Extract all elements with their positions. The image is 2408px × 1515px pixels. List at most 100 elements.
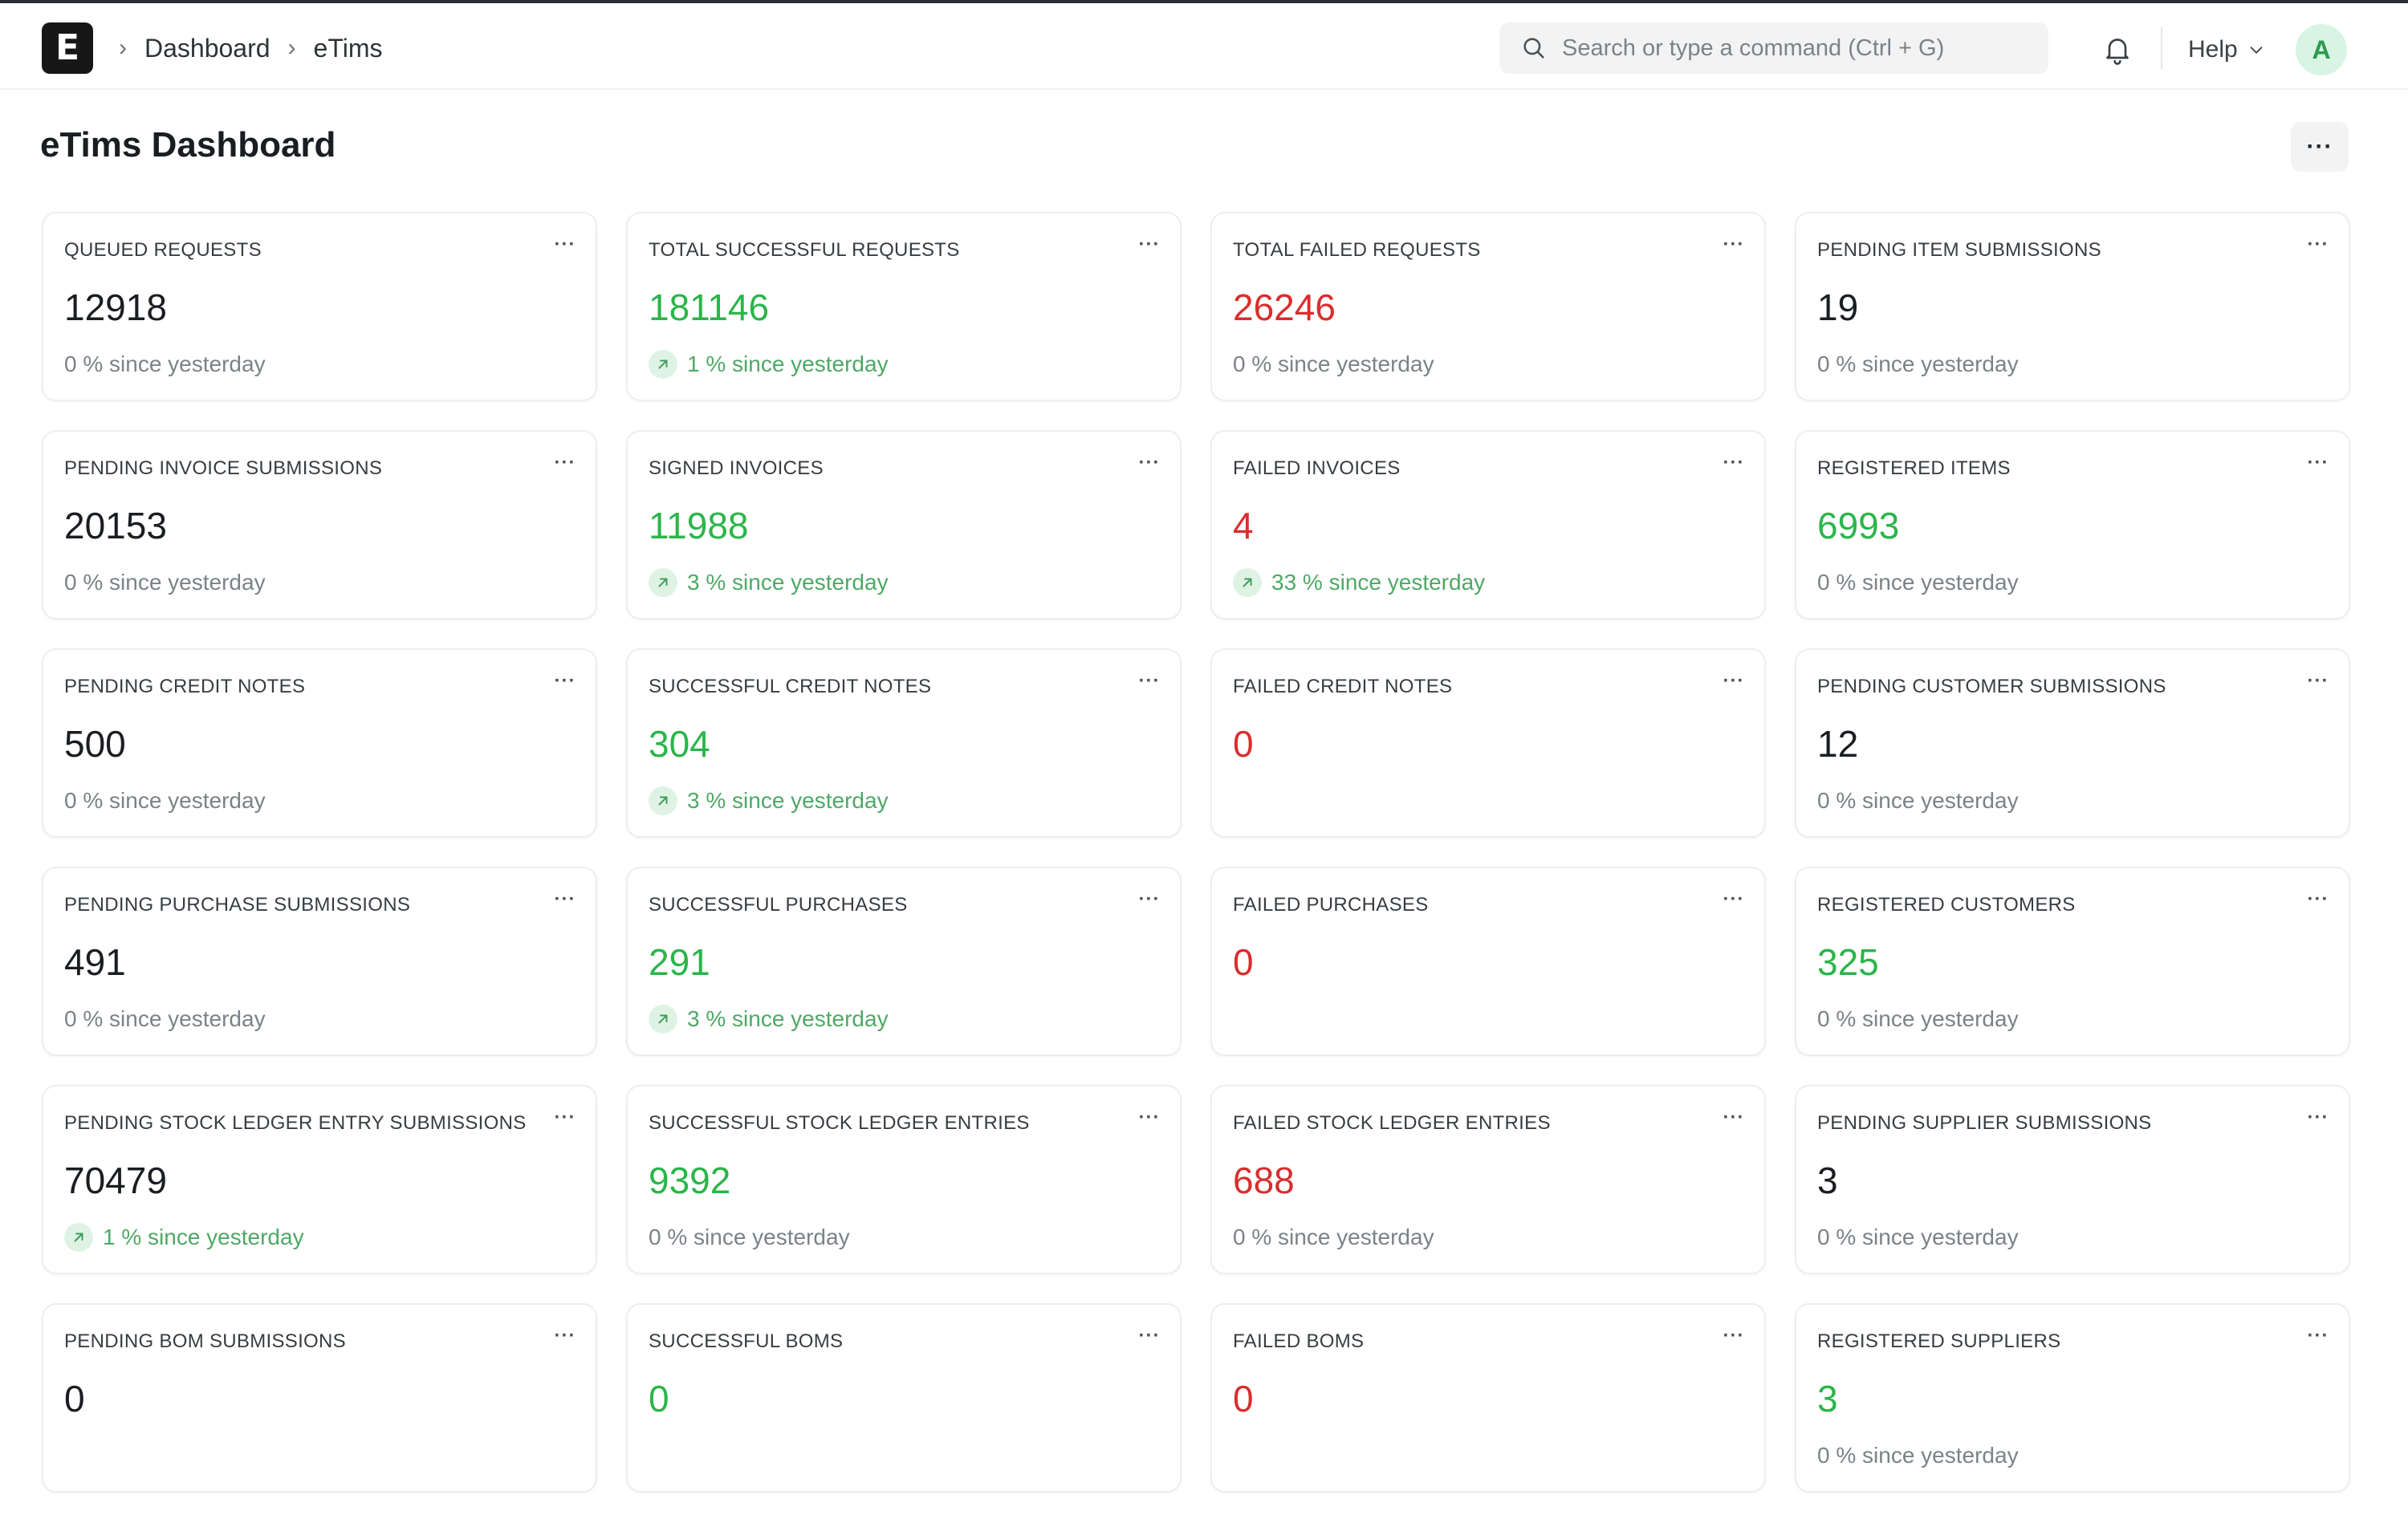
arrow-up-right-icon xyxy=(64,1223,93,1252)
breadcrumb-dashboard[interactable]: Dashboard xyxy=(144,33,270,63)
card-value: 325 xyxy=(1817,941,1879,983)
card-title: TOTAL SUCCESSFUL REQUESTS xyxy=(649,239,960,261)
card-stat: 0 % since yesterday xyxy=(64,786,266,815)
card-value: 181146 xyxy=(649,286,770,328)
more-horizontal-icon[interactable]: ··· xyxy=(1138,1107,1161,1128)
number-card[interactable]: SUCCESSFUL BOMS ··· 0 xyxy=(626,1303,1182,1493)
avatar[interactable]: A xyxy=(2296,24,2347,75)
number-card[interactable]: REGISTERED SUPPLIERS ··· 3 0 % since yester… xyxy=(1795,1303,2350,1493)
number-card[interactable]: TOTAL FAILED REQUESTS ··· 26246 0 % since y… xyxy=(1210,212,1766,401)
number-card[interactable]: SIGNED INVOICES ··· 11988 3 % since yesterd… xyxy=(626,430,1182,619)
arrow-up-right-icon xyxy=(1233,568,1262,597)
more-horizontal-icon[interactable]: ··· xyxy=(554,670,576,692)
bell-icon[interactable] xyxy=(2101,34,2133,66)
card-stat-text: 0 % since yesterday xyxy=(64,351,266,376)
card-stat: 0 % since yesterday xyxy=(64,1005,266,1034)
number-card[interactable]: TOTAL SUCCESSFUL REQUESTS ··· 181146 1 % si… xyxy=(626,212,1182,401)
more-horizontal-icon[interactable]: ··· xyxy=(1138,1325,1161,1346)
more-horizontal-icon[interactable]: ··· xyxy=(1723,888,1745,910)
card-stat: 1 % since yesterday xyxy=(64,1223,304,1252)
card-stat: 0 % since yesterday xyxy=(1233,350,1434,379)
card-stat: 1 % since yesterday xyxy=(649,350,889,379)
more-horizontal-icon[interactable]: ··· xyxy=(2307,452,2329,473)
card-value: 0 xyxy=(1233,941,1254,983)
top-accent-line xyxy=(0,0,2408,3)
card-title: SUCCESSFUL STOCK LEDGER ENTRIES xyxy=(649,1112,1030,1134)
number-card[interactable]: PENDING BOM SUBMISSIONS ··· 0 xyxy=(42,1303,597,1493)
more-horizontal-icon[interactable]: ··· xyxy=(1723,452,1745,473)
card-stat: 0 % since yesterday xyxy=(1817,1441,2019,1470)
card-title: FAILED PURCHASES xyxy=(1233,894,1429,916)
more-horizontal-icon[interactable]: ··· xyxy=(1138,670,1161,692)
number-card[interactable]: FAILED PURCHASES ··· 0 xyxy=(1210,867,1766,1056)
card-stat-text: 0 % since yesterday xyxy=(649,1225,850,1249)
card-title: PENDING INVOICE SUBMISSIONS xyxy=(64,457,383,479)
number-card[interactable]: PENDING CUSTOMER SUBMISSIONS ··· 12 0 % sin… xyxy=(1795,648,2350,838)
card-title: SUCCESSFUL CREDIT NOTES xyxy=(649,676,932,697)
card-stat-text: 3 % since yesterday xyxy=(687,570,889,595)
card-stat: 0 % since yesterday xyxy=(1817,786,2019,815)
card-title: QUEUED REQUESTS xyxy=(64,239,262,261)
number-card[interactable]: FAILED BOMS ··· 0 xyxy=(1210,1303,1766,1493)
number-card[interactable]: SUCCESSFUL CREDIT NOTES ··· 304 3 % since y… xyxy=(626,648,1182,838)
more-horizontal-icon[interactable]: ··· xyxy=(2307,888,2329,910)
more-horizontal-icon[interactable]: ··· xyxy=(2307,1325,2329,1346)
number-card[interactable]: QUEUED REQUESTS ··· 12918 0 % since yesterd… xyxy=(42,212,597,401)
number-card[interactable]: FAILED CREDIT NOTES ··· 0 xyxy=(1210,648,1766,838)
card-stat-text: 0 % since yesterday xyxy=(1817,1443,2019,1468)
app-logo[interactable]: E xyxy=(42,22,93,74)
more-horizontal-icon[interactable]: ··· xyxy=(1723,1107,1745,1128)
more-horizontal-icon[interactable]: ··· xyxy=(1138,452,1161,473)
number-card[interactable]: SUCCESSFUL PURCHASES ··· 291 3 % since yest… xyxy=(626,867,1182,1056)
number-card[interactable]: PENDING INVOICE SUBMISSIONS ··· 20153 0 % s… xyxy=(42,430,597,619)
card-value: 0 xyxy=(64,1378,85,1420)
card-stat: 3 % since yesterday xyxy=(649,1005,889,1034)
search-icon xyxy=(1523,38,1544,59)
more-horizontal-icon[interactable]: ··· xyxy=(1723,1325,1745,1346)
more-horizontal-icon[interactable]: ··· xyxy=(2307,670,2329,692)
number-card[interactable]: SUCCESSFUL STOCK LEDGER ENTRIES ··· 9392 0 … xyxy=(626,1085,1182,1274)
card-value: 0 xyxy=(1233,723,1254,765)
number-card[interactable]: PENDING CREDIT NOTES ··· 500 0 % since yest… xyxy=(42,648,597,838)
breadcrumb-etims[interactable]: eTims xyxy=(313,33,383,63)
card-title: PENDING STOCK LEDGER ENTRY SUBMISSIONS xyxy=(64,1112,527,1134)
card-stat-text: 0 % since yesterday xyxy=(64,788,266,813)
number-card[interactable]: PENDING SUPPLIER SUBMISSIONS ··· 3 0 % sinc… xyxy=(1795,1085,2350,1274)
card-stat-text: 3 % since yesterday xyxy=(687,788,889,813)
more-horizontal-icon[interactable]: ··· xyxy=(1723,234,1745,255)
more-horizontal-icon[interactable]: ··· xyxy=(554,1325,576,1346)
card-value: 3 xyxy=(1817,1378,1838,1420)
card-value: 70479 xyxy=(64,1160,167,1201)
search-bar[interactable] xyxy=(1499,22,2048,74)
more-horizontal-icon[interactable]: ··· xyxy=(2307,234,2329,255)
card-value: 304 xyxy=(649,723,710,765)
more-horizontal-icon[interactable]: ··· xyxy=(1723,670,1745,692)
card-stat: 0 % since yesterday xyxy=(1817,568,2019,597)
number-card[interactable]: FAILED INVOICES ··· 4 33 % since yesterday xyxy=(1210,430,1766,619)
card-stat: 0 % since yesterday xyxy=(1817,1005,2019,1034)
card-title: FAILED STOCK LEDGER ENTRIES xyxy=(1233,1112,1551,1134)
card-value: 291 xyxy=(649,941,710,983)
search-input[interactable] xyxy=(1562,35,2044,62)
more-horizontal-icon[interactable]: ··· xyxy=(554,888,576,910)
number-card[interactable]: PENDING PURCHASE SUBMISSIONS ··· 491 0 % si… xyxy=(42,867,597,1056)
number-card[interactable]: PENDING ITEM SUBMISSIONS ··· 19 0 % since y… xyxy=(1795,212,2350,401)
number-card[interactable]: PENDING STOCK LEDGER ENTRY SUBMISSIONS ··… xyxy=(42,1085,597,1274)
page-menu-button[interactable]: ··· xyxy=(2291,122,2349,172)
more-horizontal-icon[interactable]: ··· xyxy=(554,452,576,473)
chevron-right-icon: › xyxy=(119,35,127,61)
more-horizontal-icon[interactable]: ··· xyxy=(1138,888,1161,910)
help-dropdown[interactable]: Help xyxy=(2188,34,2265,66)
arrow-up-right-icon xyxy=(649,1005,677,1034)
number-card[interactable]: FAILED STOCK LEDGER ENTRIES ··· 688 0 % sin… xyxy=(1210,1085,1766,1274)
arrow-up-right-icon xyxy=(649,350,677,379)
more-horizontal-icon[interactable]: ··· xyxy=(2307,1107,2329,1128)
number-card[interactable]: REGISTERED ITEMS ··· 6993 0 % since yesterd… xyxy=(1795,430,2350,619)
card-value: 491 xyxy=(64,941,126,983)
more-horizontal-icon[interactable]: ··· xyxy=(554,234,576,255)
more-horizontal-icon[interactable]: ··· xyxy=(554,1107,576,1128)
card-title: FAILED BOMS xyxy=(1233,1330,1365,1352)
more-horizontal-icon[interactable]: ··· xyxy=(1138,234,1161,255)
card-stat-text: 33 % since yesterday xyxy=(1271,570,1486,595)
number-card[interactable]: REGISTERED CUSTOMERS ··· 325 0 % since yest… xyxy=(1795,867,2350,1056)
